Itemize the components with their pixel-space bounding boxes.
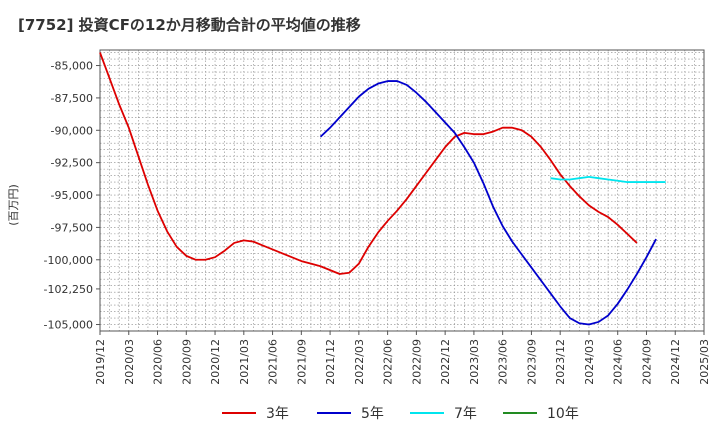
x-tick-label: 2023/12 [554, 339, 567, 385]
series-line-1 [319, 80, 657, 326]
x-tick-label: 2021/12 [324, 339, 337, 385]
x-tick-label: 2024/03 [583, 339, 596, 385]
x-tick-label: 2021/09 [295, 339, 308, 385]
plot-area [99, 49, 705, 332]
x-tick-label: 2020/06 [152, 339, 165, 385]
legend-label-3: 10年 [547, 406, 579, 422]
x-tick-label: 2021/03 [238, 339, 251, 385]
x-tick-label: 2022/12 [439, 339, 452, 385]
y-tick-label: -97,500 [51, 221, 93, 234]
y-tick-label: -95,000 [51, 189, 93, 202]
legend: 3年 5年 7年 10年 [222, 406, 579, 422]
y-tick-label: -105,000 [44, 319, 93, 332]
x-tick-label: 2024/12 [669, 339, 682, 385]
series-line-2 [550, 175, 666, 183]
x-tick-label: 2023/09 [525, 339, 538, 385]
x-tick-label: 2022/09 [410, 339, 423, 385]
y-tick-label: -100,000 [44, 254, 93, 267]
legend-label-1: 5年 [361, 406, 384, 422]
legend-label-0: 3年 [266, 406, 289, 422]
chart-title: [7752] 投資CFの12か月移動合計の平均値の推移 [18, 16, 361, 34]
x-tick-label: 2020/09 [180, 339, 193, 385]
y-tick-label: -85,000 [51, 60, 93, 73]
legend-label-2: 7年 [454, 406, 477, 422]
x-tick-label: 2022/06 [382, 339, 395, 385]
x-tick-label: 2022/03 [353, 339, 366, 385]
x-tick-label: 2024/06 [612, 339, 625, 385]
series-lines [99, 52, 666, 326]
series-line-0 [99, 52, 638, 275]
y-tick-label: -90,000 [51, 124, 93, 137]
x-tick-label: 2024/09 [640, 339, 653, 385]
y-tick-label: -87,500 [51, 92, 93, 105]
x-tick-label: 2025/03 [698, 339, 711, 385]
y-tick-label: -92,500 [51, 157, 93, 170]
x-tick-label: 2020/03 [123, 339, 136, 385]
y-axis-label: (百万円) [7, 184, 20, 226]
x-tick-label: 2020/12 [209, 339, 222, 385]
x-tick-label: 2023/03 [468, 339, 481, 385]
y-axis: -85,000 -87,500 -90,000 -92,500 -95,000 -97,5… [44, 60, 100, 332]
x-tick-label: 2023/06 [497, 339, 510, 385]
x-tick-label: 2021/06 [267, 339, 280, 385]
grid [100, 50, 704, 331]
x-axis: 2019/12 2020/03 2020/06 2020/09 2020/12 2021/… [94, 331, 711, 385]
x-tick-label: 2019/12 [94, 339, 107, 385]
y-tick-label: -102,250 [44, 283, 93, 296]
